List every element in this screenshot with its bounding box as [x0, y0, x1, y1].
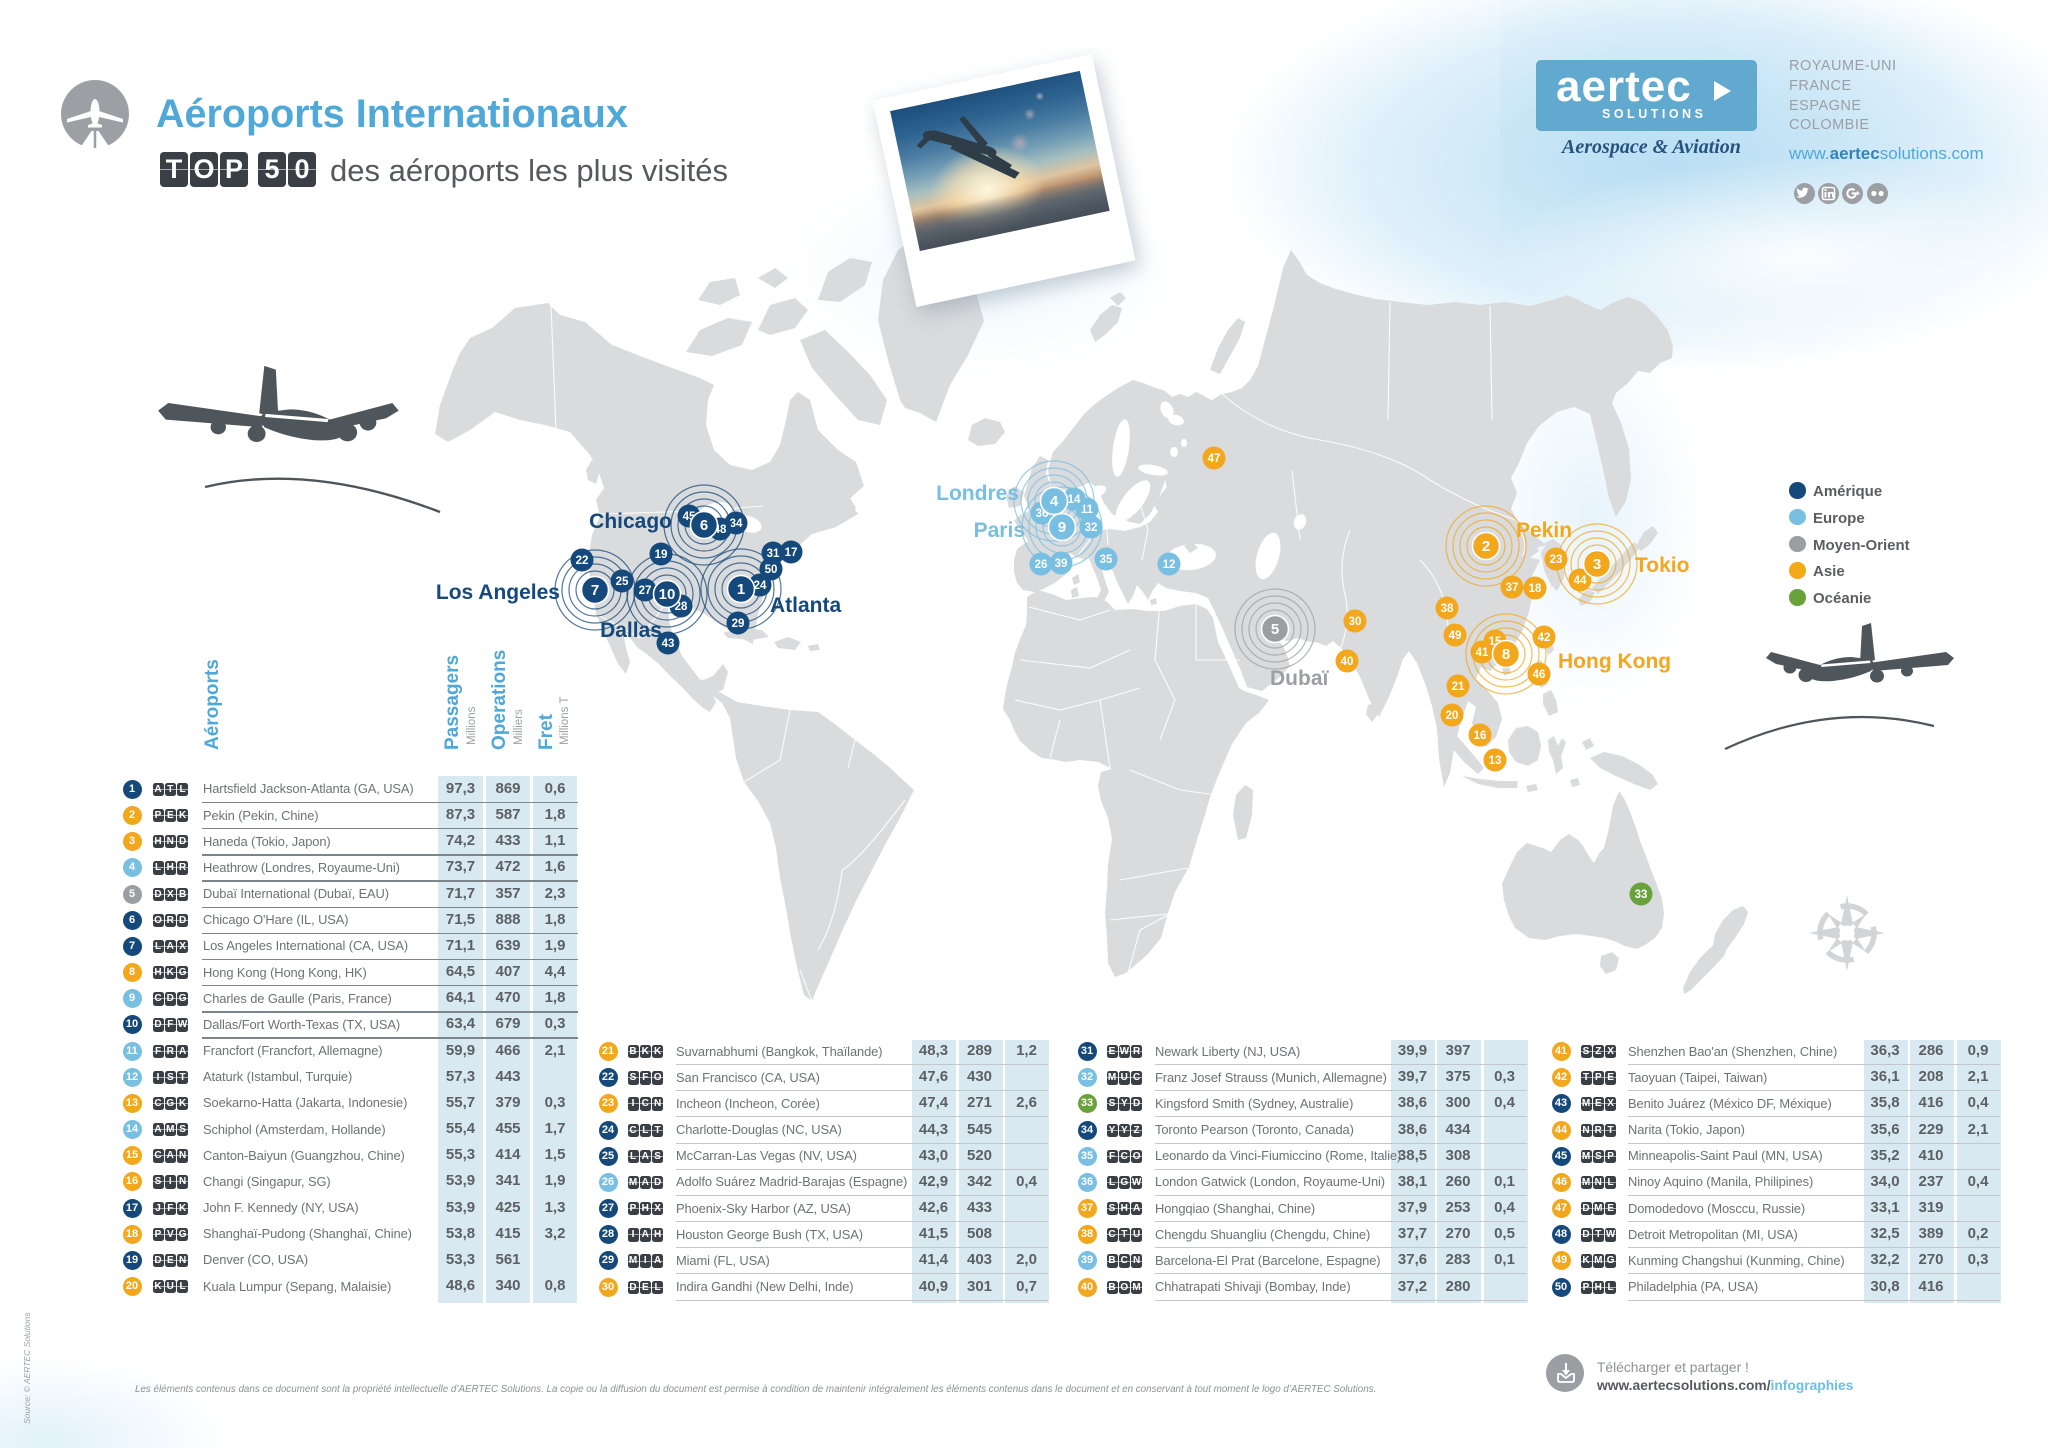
svg-text:44: 44 — [1574, 575, 1587, 587]
svg-text:50: 50 — [765, 564, 778, 576]
svg-text:43: 43 — [662, 638, 675, 650]
svg-text:6: 6 — [700, 517, 708, 534]
svg-text:31: 31 — [767, 548, 780, 560]
svg-text:5: 5 — [1271, 621, 1279, 638]
svg-text:20: 20 — [1446, 710, 1459, 722]
svg-text:7: 7 — [591, 582, 599, 599]
svg-text:10: 10 — [659, 586, 676, 603]
svg-text:19: 19 — [655, 549, 668, 561]
svg-text:33: 33 — [1635, 889, 1648, 901]
svg-text:1: 1 — [737, 581, 745, 598]
svg-text:Pekin: Pekin — [1516, 519, 1572, 542]
svg-text:8: 8 — [1502, 646, 1510, 663]
svg-text:37: 37 — [1506, 582, 1519, 594]
svg-text:23: 23 — [1550, 554, 1563, 566]
svg-text:27: 27 — [639, 585, 652, 597]
svg-text:Londres: Londres — [936, 482, 1019, 505]
svg-text:Paris: Paris — [974, 519, 1025, 542]
svg-text:42: 42 — [1538, 632, 1551, 644]
svg-text:41: 41 — [1476, 647, 1489, 659]
svg-text:Hong Kong: Hong Kong — [1558, 650, 1671, 673]
svg-text:32: 32 — [1085, 522, 1098, 534]
svg-text:39: 39 — [1055, 558, 1068, 570]
svg-text:3: 3 — [1593, 556, 1601, 573]
svg-text:Tokio: Tokio — [1635, 554, 1689, 577]
svg-text:35: 35 — [1100, 554, 1113, 566]
svg-text:49: 49 — [1449, 630, 1462, 642]
svg-text:17: 17 — [785, 547, 798, 559]
svg-text:14: 14 — [1068, 494, 1081, 506]
svg-text:Los Angeles: Los Angeles — [436, 581, 560, 604]
svg-text:Dubaï: Dubaï — [1270, 667, 1330, 690]
svg-text:13: 13 — [1489, 755, 1502, 767]
svg-text:24: 24 — [754, 580, 767, 592]
svg-text:30: 30 — [1349, 616, 1362, 628]
svg-text:18: 18 — [1529, 583, 1542, 595]
svg-text:21: 21 — [1452, 681, 1465, 693]
svg-text:38: 38 — [1441, 603, 1454, 615]
svg-text:28: 28 — [675, 601, 688, 613]
svg-text:12: 12 — [1163, 559, 1176, 571]
svg-text:Atlanta: Atlanta — [770, 594, 841, 617]
svg-text:Chicago: Chicago — [589, 510, 672, 533]
svg-text:26: 26 — [1035, 559, 1048, 571]
svg-text:9: 9 — [1058, 519, 1066, 536]
svg-text:29: 29 — [732, 618, 745, 630]
svg-text:46: 46 — [1533, 669, 1546, 681]
svg-text:16: 16 — [1474, 730, 1487, 742]
svg-text:11: 11 — [1081, 504, 1094, 516]
svg-text:Dallas: Dallas — [600, 619, 662, 642]
svg-text:25: 25 — [616, 576, 629, 588]
svg-text:2: 2 — [1482, 538, 1490, 555]
svg-text:22: 22 — [576, 555, 589, 567]
svg-text:34: 34 — [730, 518, 743, 530]
svg-text:47: 47 — [1208, 453, 1221, 465]
svg-text:4: 4 — [1050, 493, 1059, 510]
svg-text:40: 40 — [1341, 656, 1354, 668]
